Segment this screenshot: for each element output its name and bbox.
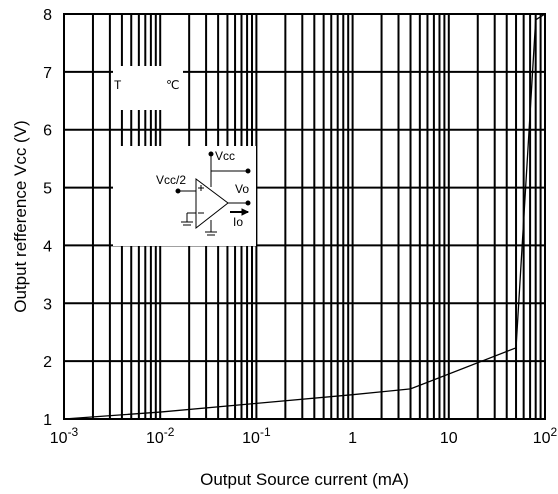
circuit-inset: T ℃ [113,66,256,246]
x-tick-label: 10-3 [50,425,79,447]
vcc-label: Vcc [215,149,235,163]
temperature-box [113,66,183,110]
series-group [63,13,546,420]
y-tick-label: 8 [43,7,52,24]
x-axis-label: Output Source current (mA) [200,470,409,489]
series-line-0 [63,13,546,420]
vo-label: Vo [235,182,249,196]
y-tick-label: 7 [43,65,52,82]
y-tick-label: 6 [43,123,52,140]
y-tick-labels: 1 2 3 4 5 6 7 8 [43,7,52,429]
temperature-unit: ℃ [166,78,179,92]
y-axis-label: Output refference Vcc (V) [11,120,30,312]
temperature-symbol: T [114,78,122,92]
y-tick-label: 1 [43,412,52,429]
y-tick-label: 5 [43,181,52,198]
y-tick-label: 4 [43,238,52,255]
y-tick-label: 3 [43,296,52,313]
y-tick-label: 2 [43,354,52,371]
x-tick-label: 102 [533,425,558,447]
io-label: Io [233,215,243,229]
op-amp-circuit-icon [175,151,251,236]
x-tick-label: 1 [348,430,357,447]
x-tick-label: 10 [440,430,458,447]
x-tick-label: 10-1 [242,425,271,447]
x-tick-labels: 10-3 10-2 10-1 1 10 102 [50,425,558,447]
vcc-half-label: Vcc/2 [156,173,186,187]
circuit-box [113,146,256,246]
plot-frame [63,13,546,420]
x-tick-label: 10-2 [146,425,175,447]
